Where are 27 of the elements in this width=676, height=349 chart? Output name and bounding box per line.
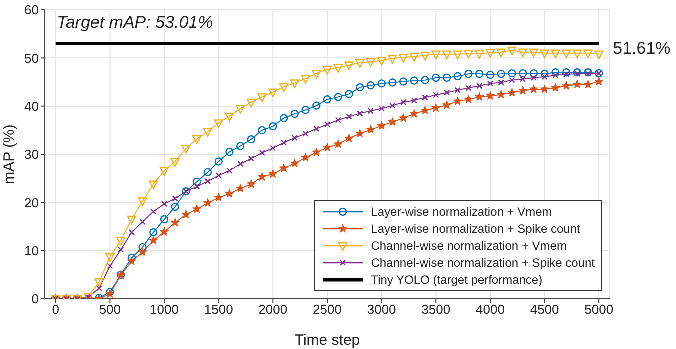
y-tick-label: 30	[24, 147, 39, 162]
x-axis-title: Time step	[294, 332, 360, 349]
y-tick-label: 0	[32, 292, 39, 307]
y-tick-label: 50	[24, 50, 39, 66]
legend-label: Tiny YOLO (target performance)	[371, 272, 543, 286]
x-tick-label: 500	[99, 302, 122, 318]
y-axis-title: mAP (%)	[1, 124, 18, 184]
y-tick-label: 60	[24, 2, 39, 18]
annotation: Target mAP: 53.01%	[57, 13, 214, 33]
y-tick-label: 40	[24, 98, 39, 114]
legend-label: Channel-wise normalization + Vmem	[371, 238, 567, 252]
x-tick-label: 5000	[584, 302, 614, 318]
legend-label: Layer-wise normalization + Vmem	[371, 204, 552, 218]
x-tick-label: 1000	[150, 302, 179, 318]
x-tick-label: 4000	[476, 302, 505, 318]
legend-label: Channel-wise normalization + Spike count	[371, 256, 595, 270]
legend-label: Layer-wise normalization + Spike count	[371, 222, 580, 236]
x-tick-label: 3500	[422, 302, 451, 318]
x-tick-label: 2500	[313, 302, 342, 318]
x-tick-label: 4500	[530, 302, 560, 318]
x-tick-label: 1500	[204, 302, 234, 318]
x-tick-label: 0	[52, 302, 60, 318]
y-tick-label: 10	[24, 243, 39, 258]
x-tick-label: 2000	[258, 302, 288, 318]
y-tick-label: 20	[24, 195, 39, 210]
annotation: 51.61%	[613, 39, 671, 60]
x-tick-label: 3000	[367, 302, 396, 318]
